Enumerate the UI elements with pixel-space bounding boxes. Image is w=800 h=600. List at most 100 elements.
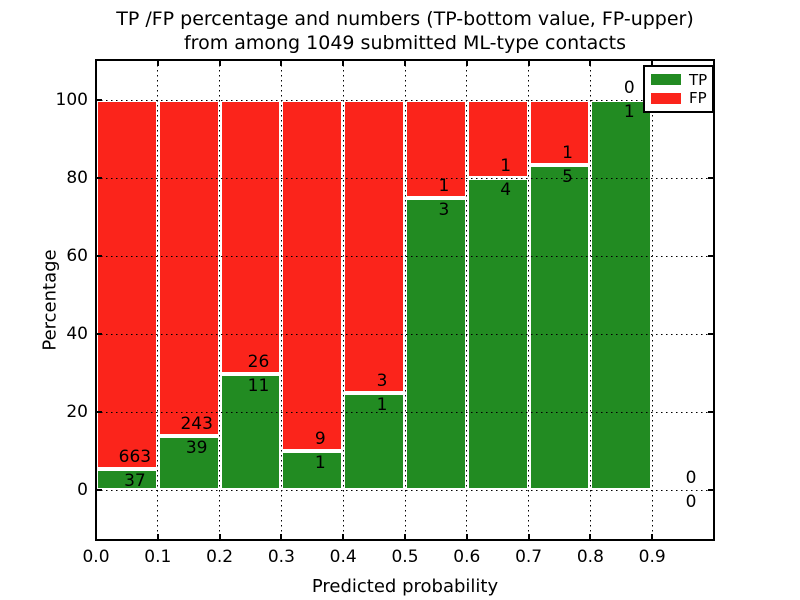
x-tick-label: 0.2 — [206, 547, 234, 567]
legend-label-tp: TP — [689, 70, 708, 89]
x-tick-bottom — [218, 534, 221, 540]
x-tick-label: 0.4 — [329, 547, 357, 567]
bar-fp-segment — [528, 100, 591, 165]
x-tick-top — [404, 60, 406, 66]
gridline-vertical — [651, 60, 653, 540]
fp-swatch-icon — [651, 92, 681, 104]
tp-count-label: 37 — [124, 471, 146, 492]
x-tick-top — [589, 60, 592, 66]
fp-count-label: 243 — [180, 414, 213, 435]
x-tick-bottom — [404, 534, 406, 540]
bar-tp-segment — [528, 165, 591, 490]
gridline-vertical — [589, 60, 591, 540]
x-tick-bottom — [527, 534, 530, 540]
x-axis-label: Predicted probability — [311, 576, 499, 597]
bar-tp-segment — [219, 374, 282, 490]
bar-tp-segment — [590, 100, 653, 490]
x-tick-label: 0.8 — [576, 547, 604, 567]
chart-title-line1: TP /FP percentage and numbers (TP-bottom… — [116, 8, 694, 30]
tp-count-label: 1 — [376, 394, 388, 415]
x-tick-label: 0.5 — [391, 547, 419, 567]
x-tick-top — [527, 60, 530, 66]
x-tick-bottom — [280, 534, 283, 540]
y-tick-label: 60 — [66, 246, 88, 266]
fp-count-label: 3 — [376, 370, 388, 391]
x-tick-label: 0.7 — [515, 547, 543, 567]
fp-count-label: 26 — [247, 352, 270, 373]
x-tick-bottom — [651, 534, 654, 540]
y-tick-label: 20 — [66, 402, 88, 422]
y-tick-label: 100 — [55, 90, 88, 110]
y-tick-left — [96, 333, 102, 335]
x-tick-top — [465, 60, 468, 66]
bar-fp-segment — [96, 100, 158, 470]
fp-count-label: 663 — [118, 447, 152, 468]
y-tick-left — [96, 99, 102, 101]
x-tick-label: 0.9 — [638, 547, 666, 567]
x-tick-bottom — [589, 534, 592, 540]
fp-count-label: 0 — [685, 468, 697, 488]
x-tick-bottom — [156, 534, 159, 540]
y-tick-left — [96, 411, 102, 413]
legend: TP FP — [643, 65, 714, 113]
fp-count-label: 9 — [314, 429, 326, 449]
fp-count-label: 1 — [562, 143, 573, 163]
tp-count-label: 39 — [185, 438, 208, 459]
x-tick-top — [651, 60, 654, 66]
bar-fp-segment — [405, 100, 467, 198]
x-tick-label: 0.6 — [453, 547, 481, 567]
gridline-vertical — [219, 60, 221, 540]
tp-count-label: 4 — [500, 180, 512, 200]
x-tick-bottom — [342, 534, 345, 540]
x-tick-top — [95, 60, 97, 66]
bar-fp-segment — [157, 100, 220, 437]
x-tick-top — [218, 60, 221, 66]
x-tick-label: 0.1 — [144, 547, 172, 567]
bar-fp-segment — [281, 100, 344, 451]
chart-title-line2: from among 1049 submitted ML-type contac… — [183, 32, 627, 54]
x-tick-label: 0.0 — [82, 547, 110, 567]
tp-count-label: 0 — [685, 492, 697, 512]
y-tick-right — [708, 489, 714, 491]
y-tick-label: 40 — [66, 324, 88, 344]
gridline-vertical — [528, 60, 530, 540]
tp-count-label: 1 — [623, 102, 635, 122]
y-tick-label: 80 — [66, 168, 88, 188]
bar-fp-segment — [466, 100, 529, 178]
bar-tp-segment — [405, 197, 467, 490]
legend-label-fp: FP — [689, 89, 707, 108]
legend-item-fp: FP — [651, 89, 707, 108]
fp-count-label: 1 — [500, 156, 512, 176]
tp-count-label: 11 — [247, 376, 270, 397]
bar-fp-segment — [219, 100, 282, 375]
bar-tp-segment — [281, 451, 344, 490]
y-tick-right — [708, 255, 714, 257]
x-tick-top — [280, 60, 283, 66]
plot-area: 663 37 243 39 26 11 9 1 3 1 1 3 1 4 1 5 0 1 0 0 — [95, 60, 714, 540]
bar-fp-segment — [343, 100, 405, 393]
tp-swatch-icon — [651, 74, 681, 86]
y-tick-right — [708, 177, 714, 179]
gridline-vertical — [404, 60, 406, 540]
x-tick-bottom — [465, 534, 468, 540]
tp-count-label: 1 — [314, 453, 326, 473]
fp-count-label: 0 — [623, 78, 635, 98]
fp-count-label: 1 — [438, 175, 450, 196]
chart-title: TP /FP percentage and numbers (TP-bottom… — [96, 7, 714, 55]
y-tick-left — [96, 255, 102, 257]
x-tick-top — [342, 60, 345, 66]
tp-count-label: 5 — [562, 167, 573, 187]
x-tick-bottom — [95, 534, 97, 540]
y-tick-label: 0 — [77, 480, 88, 500]
y-tick-right — [708, 411, 714, 413]
x-tick-top — [156, 60, 159, 66]
y-tick-right — [708, 333, 714, 335]
bar-tp-segment — [157, 436, 220, 490]
bar-tp-segment — [343, 392, 405, 490]
y-tick-left — [96, 489, 102, 491]
gridline-vertical — [466, 60, 468, 540]
gridline-vertical — [342, 60, 344, 540]
tp-count-label: 3 — [438, 199, 450, 220]
x-tick-label: 0.3 — [267, 547, 295, 567]
